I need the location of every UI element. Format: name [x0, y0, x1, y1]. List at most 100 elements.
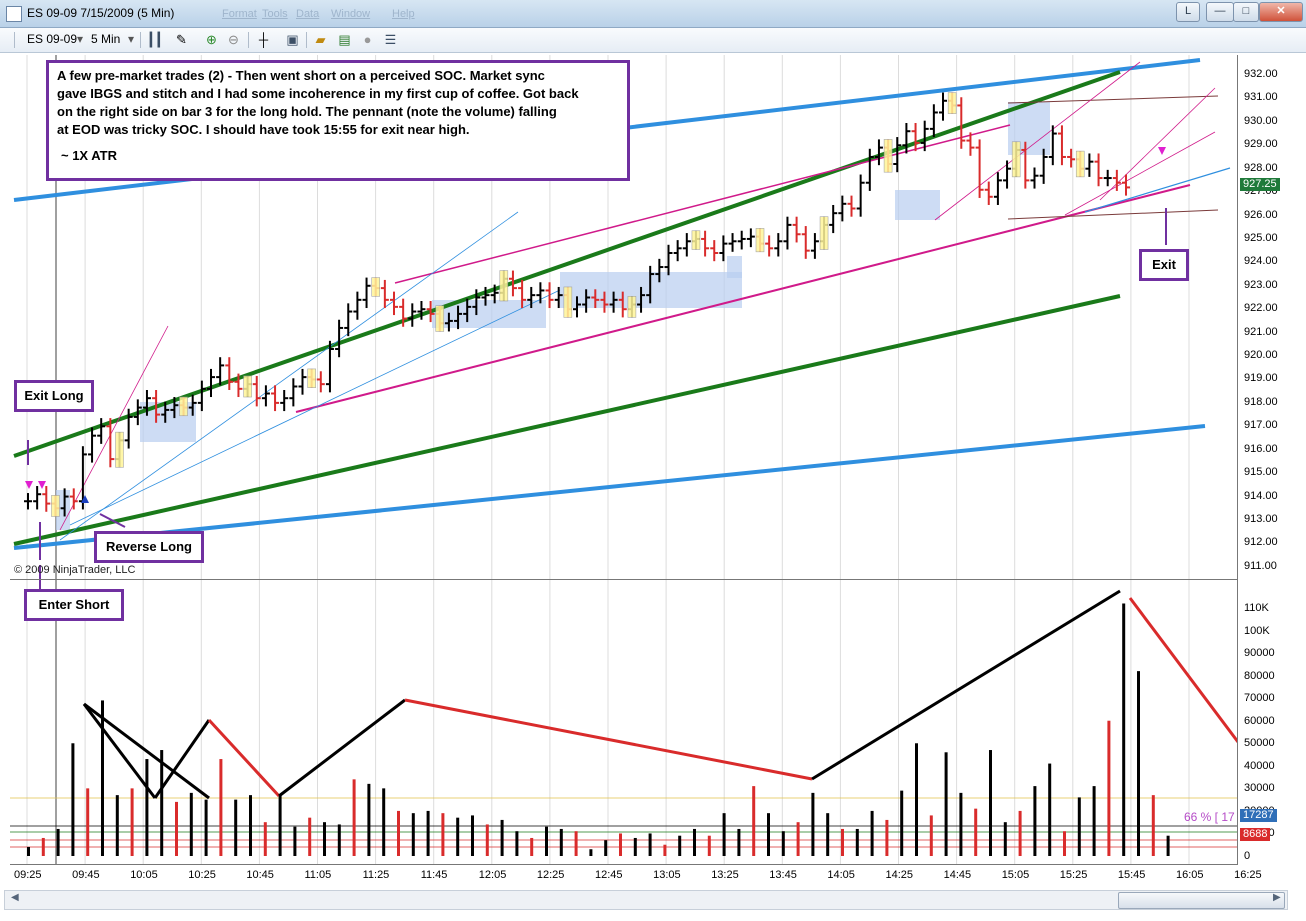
price-bar: [746, 228, 755, 248]
minimize-button[interactable]: —: [1206, 2, 1234, 22]
volume-bar: [944, 752, 948, 856]
data-box-icon[interactable]: ▣: [286, 32, 299, 47]
scroll-right-icon[interactable]: ▶: [1273, 892, 1281, 903]
volume-axis-label: 110K: [1244, 602, 1269, 614]
avg-volume-tag: 17287: [1240, 809, 1277, 822]
scroll-thumb[interactable]: [1118, 892, 1285, 909]
volume-percent-text: 66 % [ 17: [1184, 810, 1235, 824]
ninjatrader-chart-icon: [6, 6, 22, 22]
crosshair-icon[interactable]: ┼: [258, 32, 269, 47]
scroll-left-icon[interactable]: ◀: [11, 892, 19, 903]
time-axis-label: 12:05: [478, 869, 507, 881]
menu-tools[interactable]: Tools: [262, 8, 288, 20]
price-axis-label: 916.00: [1244, 442, 1278, 455]
volume-zigzag-red: [1128, 597, 1238, 743]
price-bar: [60, 488, 69, 517]
zoom-out-icon[interactable]: ⊖: [228, 32, 239, 47]
interval-dropdown-icon[interactable]: ▾: [128, 32, 135, 46]
volume-bar: [234, 799, 238, 856]
price-bar: [408, 303, 417, 327]
price-axis-label: 922.00: [1244, 302, 1278, 315]
open-folder-icon[interactable]: ▰: [315, 32, 326, 47]
sell-arrow-icon: [38, 481, 46, 489]
price-bar: [719, 235, 728, 262]
link-button[interactable]: L: [1176, 2, 1200, 22]
upper-green-channel: [13, 70, 1121, 458]
volume-bar: [989, 750, 992, 856]
price-bar: [774, 233, 783, 257]
volume-axis-label: 100K: [1244, 624, 1270, 637]
volume-bar: [678, 835, 682, 856]
volume-bar: [707, 835, 711, 856]
close-button[interactable]: ✕: [1259, 2, 1303, 22]
volume-zigzag-black: [811, 589, 1121, 781]
interval-selector[interactable]: 5 Min: [91, 32, 121, 46]
price-bar: [444, 312, 453, 332]
volume-bar: [1048, 763, 1052, 856]
menu-help[interactable]: Help: [392, 8, 415, 20]
instrument-selector[interactable]: ES 09-09: [27, 32, 78, 46]
volume-bar: [915, 743, 918, 856]
volume-bar: [870, 810, 874, 856]
list-icon[interactable]: ☰: [384, 32, 397, 47]
price-bar: [737, 230, 746, 250]
time-axis-label: 10:25: [188, 869, 216, 881]
price-bar: [298, 368, 307, 395]
price-bar: [655, 258, 664, 283]
chart-panel[interactable]: [10, 55, 1238, 885]
fan-line-3: [69, 289, 561, 526]
axis-divider: [1237, 55, 1238, 865]
price-bar: [1057, 125, 1066, 166]
copyright-text: © 2009 NinjaTrader, LLC: [14, 564, 136, 576]
price-bar: [573, 296, 581, 318]
volume-bar: [441, 813, 445, 856]
chart-properties-icon[interactable]: ▤: [338, 32, 351, 47]
volume-bar: [41, 837, 45, 856]
menu-window[interactable]: Window: [331, 8, 371, 20]
price-bar: [161, 401, 170, 423]
volume-bar: [1033, 786, 1037, 856]
price-bar: [280, 389, 289, 412]
time-axis-label: 11:05: [304, 869, 332, 881]
menu-data[interactable]: Data: [296, 8, 320, 20]
last-volume-tag: 8688: [1240, 828, 1271, 841]
volume-bar: [545, 826, 548, 856]
price-bar: [1075, 150, 1085, 178]
chart-toolbar: ES 09-09 ▾ 5 Min ▾ ┃┃ ✎ ⊕ ⊖ ┼ ▣ ▰ ▤ ● ☰: [0, 28, 1306, 53]
price-axis-label: 932.00: [1244, 68, 1278, 80]
volume-axis-label: 60000: [1244, 714, 1275, 727]
price-axis-label: 924.00: [1244, 255, 1278, 268]
volume-bar: [411, 813, 415, 856]
sync-icon[interactable]: ●: [363, 32, 372, 47]
price-bar: [1048, 125, 1057, 166]
price-bar: [939, 92, 947, 121]
price-bars: [24, 92, 1130, 517]
panel-divider[interactable]: [10, 579, 1238, 580]
price-bar: [673, 240, 682, 262]
instrument-dropdown-icon[interactable]: ▾: [77, 32, 84, 46]
pennant-top-line: [1007, 95, 1219, 104]
zoom-in-icon[interactable]: ⊕: [206, 32, 217, 47]
time-axis-line: [10, 864, 1238, 865]
horizontal-scrollbar[interactable]: ◀ ▶: [4, 890, 1288, 910]
price-bar: [600, 291, 609, 313]
maximize-button[interactable]: □: [1233, 2, 1259, 22]
volume-bar: [130, 788, 134, 856]
volume-bar: [752, 786, 756, 856]
price-bar: [792, 216, 801, 243]
price-bar: [1011, 141, 1021, 178]
price-bar: [984, 181, 993, 205]
menu-format[interactable]: Format: [222, 8, 257, 20]
price-bar: [801, 226, 810, 259]
price-bar: [893, 137, 902, 173]
resistance-trendline: [394, 124, 1011, 284]
time-axis-label: 16:25: [1234, 869, 1262, 881]
note-line: at EOD was tricky SOC. I should have too…: [57, 122, 470, 137]
drawing-tool-icon[interactable]: ✎: [176, 32, 187, 47]
price-axis-label: 926.00: [1244, 208, 1278, 221]
volume-zigzag-black: [83, 702, 210, 800]
bar-type-icon[interactable]: ┃┃: [147, 32, 163, 47]
volume-bar: [1003, 822, 1007, 856]
exit-label: Exit: [1139, 249, 1189, 281]
time-axis-label: 16:05: [1176, 869, 1204, 881]
